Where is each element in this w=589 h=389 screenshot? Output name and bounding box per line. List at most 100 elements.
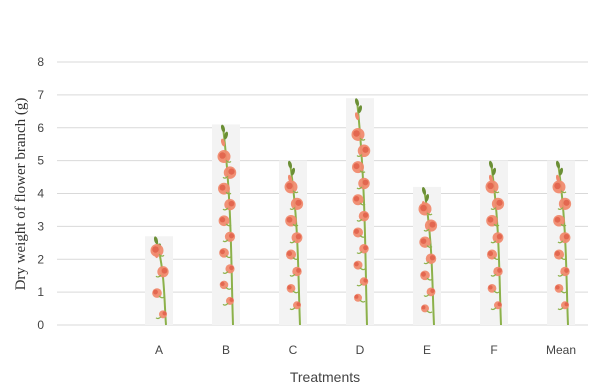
flower-blossom-center xyxy=(496,233,503,240)
flower-sepal xyxy=(560,290,567,294)
flower-blossom-center xyxy=(554,251,561,257)
flower-sepal xyxy=(289,207,296,210)
flower-sepal xyxy=(222,239,229,243)
flower-sepal xyxy=(225,160,232,163)
flower-blossom-center xyxy=(563,199,570,206)
y-tick-label: 6 xyxy=(37,121,44,135)
flower-bud xyxy=(491,167,497,176)
flower-sepal xyxy=(356,218,363,222)
y-tick-label: 5 xyxy=(37,154,44,168)
flower-blossom-center xyxy=(296,268,301,273)
flower-sepal xyxy=(423,261,430,265)
bar-d xyxy=(346,98,374,326)
y-tick-label: 8 xyxy=(37,55,44,69)
flower-blossom-center xyxy=(421,305,426,310)
flower-blossom-center xyxy=(487,216,494,223)
flower-sepal xyxy=(493,190,500,194)
flower-blossom-center xyxy=(153,289,158,295)
bar-c xyxy=(279,160,307,326)
bar-a xyxy=(145,236,173,326)
flower-bud xyxy=(488,160,494,169)
flower-sepal xyxy=(359,267,366,271)
flower-blossom-center xyxy=(496,199,503,206)
flower-blossom-center xyxy=(362,179,369,186)
x-tick-label: B xyxy=(222,343,230,357)
y-tick-label: 7 xyxy=(37,88,44,102)
flower-sepal xyxy=(426,277,433,281)
flower-sepal xyxy=(423,228,430,232)
y-tick-label: 3 xyxy=(37,219,44,233)
flower-sepal xyxy=(356,283,363,287)
flower-bud xyxy=(555,160,561,169)
flower-blossom-center xyxy=(564,302,569,307)
x-axis-ticks: A B C D E F Mean xyxy=(155,343,576,357)
flower-blossom-center xyxy=(286,251,293,257)
y-tick-label: 4 xyxy=(37,187,44,201)
flower-sepal xyxy=(356,186,363,190)
flower-blossom-center xyxy=(220,249,225,255)
flower-blossom-center xyxy=(219,152,226,159)
y-tick-label: 0 xyxy=(37,318,44,332)
flower-sepal xyxy=(289,240,296,244)
flower-sepal xyxy=(356,154,363,157)
flower-sepal xyxy=(289,273,296,277)
flower-blossom-center xyxy=(554,182,561,190)
flower-bud xyxy=(153,236,159,245)
flower-blossom-center xyxy=(219,184,226,191)
flower-blossom-center xyxy=(563,233,570,240)
flower-bud xyxy=(220,124,226,133)
flower-sepal xyxy=(557,240,564,244)
flower-bud xyxy=(223,131,229,140)
flower-sepal xyxy=(292,190,299,194)
flower-sepal xyxy=(225,223,232,227)
bar-e xyxy=(413,186,441,326)
flower-blossom-center xyxy=(487,251,494,257)
flower-sepal xyxy=(359,202,366,206)
flower-blossom-center xyxy=(296,302,301,307)
flower-sepal xyxy=(426,310,433,314)
flower-bud xyxy=(357,105,363,114)
flower-sepal xyxy=(155,274,162,278)
flower-blossom-center xyxy=(286,182,293,190)
flower-blossom-center xyxy=(555,285,560,290)
bar-mean xyxy=(547,160,575,326)
flower-blossom-center xyxy=(220,281,225,287)
flower-blossom-center xyxy=(228,200,235,207)
flower-sepal xyxy=(158,295,165,299)
flower-blossom-center xyxy=(554,216,561,223)
flower-sepal xyxy=(222,175,229,179)
flower-sepal xyxy=(222,302,229,306)
flower-blossom-center xyxy=(354,294,359,299)
flower-blossom-center xyxy=(363,278,368,283)
flower-blossom-center xyxy=(564,268,569,273)
flower-blossom-center xyxy=(363,245,368,251)
flower-blossom-center xyxy=(421,271,426,277)
flower-blossom-center xyxy=(353,196,360,202)
flower-sepal xyxy=(292,223,299,227)
x-tick-label: D xyxy=(356,343,365,357)
flower-sepal xyxy=(225,191,232,195)
flower-sepal xyxy=(493,257,500,260)
flower-blossom-center xyxy=(362,212,369,218)
grid-lines xyxy=(57,61,588,326)
flower-sepal xyxy=(560,257,567,260)
x-tick-label: C xyxy=(289,343,298,357)
flower-sepal xyxy=(493,290,500,294)
flower-sepal xyxy=(225,255,232,259)
flower-sepal xyxy=(557,207,564,210)
flower-sepal xyxy=(359,299,366,303)
flower-sepal xyxy=(359,137,366,141)
flower-sepal xyxy=(560,223,567,227)
flower-bud xyxy=(354,112,360,121)
flower-blossom-center xyxy=(430,288,435,294)
flower-blossom-center xyxy=(488,285,493,290)
flower-sepal xyxy=(490,207,497,210)
flower-blossom-center xyxy=(229,297,234,302)
flower-blossom-center xyxy=(420,238,427,244)
flower-bud xyxy=(220,138,226,147)
flower-sepal xyxy=(359,235,366,238)
flower-sepal xyxy=(490,240,497,244)
flower-sepal xyxy=(557,307,564,311)
flower-blossom-center xyxy=(353,130,360,137)
flower-bud xyxy=(421,187,427,195)
